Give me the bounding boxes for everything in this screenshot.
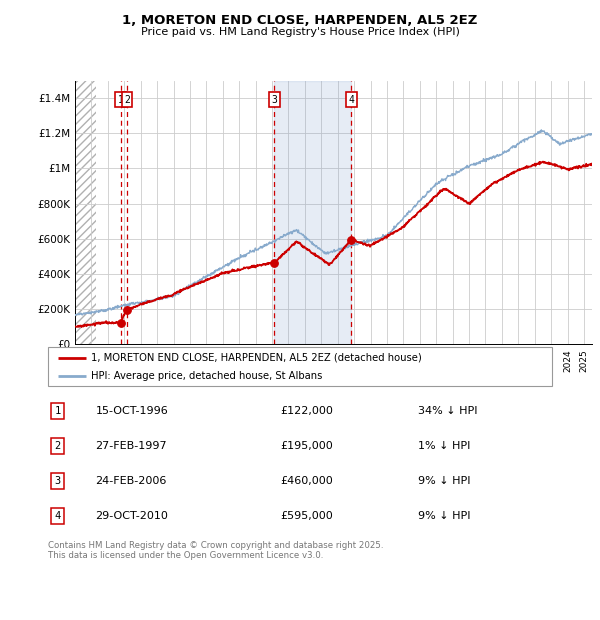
Text: 4: 4: [55, 511, 61, 521]
Text: 3: 3: [272, 95, 277, 105]
HPI: Average price, detached house, St Albans: (2.01e+03, 5.55e+05): Average price, detached house, St Albans…: [343, 243, 350, 250]
Text: 1, MORETON END CLOSE, HARPENDEN, AL5 2EZ: 1, MORETON END CLOSE, HARPENDEN, AL5 2EZ: [122, 14, 478, 27]
Text: 9% ↓ HPI: 9% ↓ HPI: [418, 476, 470, 486]
Line: HPI: Average price, detached house, St Albans: HPI: Average price, detached house, St A…: [75, 130, 592, 316]
Text: 4: 4: [349, 95, 354, 105]
HPI: Average price, detached house, St Albans: (2e+03, 2.54e+05): Average price, detached house, St Albans…: [158, 296, 166, 303]
1, MORETON END CLOSE, HARPENDEN, AL5 2EZ (detached house): [78, 324, 85, 331]
Text: 9% ↓ HPI: 9% ↓ HPI: [418, 511, 470, 521]
1, MORETON END CLOSE, HARPENDEN, AL5 2EZ (detached house): [539, 158, 547, 166]
Text: 3: 3: [55, 476, 61, 486]
Text: £595,000: £595,000: [280, 511, 333, 521]
Text: 29-OCT-2010: 29-OCT-2010: [95, 511, 169, 521]
HPI: Average price, detached house, St Albans: (2e+03, 2.36e+05): Average price, detached house, St Albans…: [140, 299, 147, 306]
Text: 1% ↓ HPI: 1% ↓ HPI: [418, 441, 470, 451]
Bar: [274, 81, 352, 344]
1, MORETON END CLOSE, HARPENDEN, AL5 2EZ (detached house): [355, 239, 362, 246]
Text: Price paid vs. HM Land Registry's House Price Index (HPI): Price paid vs. HM Land Registry's House …: [140, 27, 460, 37]
Text: HPI: Average price, detached house, St Albans: HPI: Average price, detached house, St A…: [91, 371, 322, 381]
Text: 2: 2: [55, 441, 61, 451]
Text: £122,000: £122,000: [280, 406, 333, 416]
1, MORETON END CLOSE, HARPENDEN, AL5 2EZ (detached house): [246, 264, 253, 272]
Text: Contains HM Land Registry data © Crown copyright and database right 2025.
This d: Contains HM Land Registry data © Crown c…: [48, 541, 383, 560]
Text: 15-OCT-1996: 15-OCT-1996: [95, 406, 168, 416]
Text: 27-FEB-1997: 27-FEB-1997: [95, 441, 167, 451]
HPI: Average price, detached house, St Albans: (1.99e+03, 1.64e+05): Average price, detached house, St Albans…: [71, 312, 79, 319]
HPI: Average price, detached house, St Albans: (2e+03, 5.18e+05): Average price, detached house, St Albans…: [245, 249, 253, 257]
Text: 1, MORETON END CLOSE, HARPENDEN, AL5 2EZ (detached house): 1, MORETON END CLOSE, HARPENDEN, AL5 2EZ…: [91, 353, 422, 363]
1, MORETON END CLOSE, HARPENDEN, AL5 2EZ (detached house): [589, 160, 596, 167]
1, MORETON END CLOSE, HARPENDEN, AL5 2EZ (detached house): [71, 322, 79, 330]
Text: £460,000: £460,000: [280, 476, 333, 486]
Line: 1, MORETON END CLOSE, HARPENDEN, AL5 2EZ (detached house): 1, MORETON END CLOSE, HARPENDEN, AL5 2EZ…: [75, 162, 592, 327]
HPI: Average price, detached house, St Albans: (2.02e+03, 1.22e+06): Average price, detached house, St Albans…: [538, 126, 545, 133]
HPI: Average price, detached house, St Albans: (2.03e+03, 1.2e+06): Average price, detached house, St Albans…: [589, 130, 596, 138]
HPI: Average price, detached house, St Albans: (2.01e+03, 6.33e+05): Average price, detached house, St Albans…: [296, 229, 303, 237]
Text: 1: 1: [118, 95, 124, 105]
HPI: Average price, detached house, St Albans: (2.01e+03, 5.67e+05): Average price, detached house, St Albans…: [354, 241, 361, 248]
1, MORETON END CLOSE, HARPENDEN, AL5 2EZ (detached house): [296, 240, 304, 247]
1, MORETON END CLOSE, HARPENDEN, AL5 2EZ (detached house): [140, 300, 148, 308]
FancyBboxPatch shape: [48, 347, 552, 386]
Text: £195,000: £195,000: [280, 441, 333, 451]
Text: 1: 1: [55, 406, 61, 416]
Text: 24-FEB-2006: 24-FEB-2006: [95, 476, 167, 486]
Text: 2: 2: [124, 95, 130, 105]
Text: 34% ↓ HPI: 34% ↓ HPI: [418, 406, 477, 416]
1, MORETON END CLOSE, HARPENDEN, AL5 2EZ (detached house): [344, 241, 351, 248]
1, MORETON END CLOSE, HARPENDEN, AL5 2EZ (detached house): [159, 294, 166, 301]
